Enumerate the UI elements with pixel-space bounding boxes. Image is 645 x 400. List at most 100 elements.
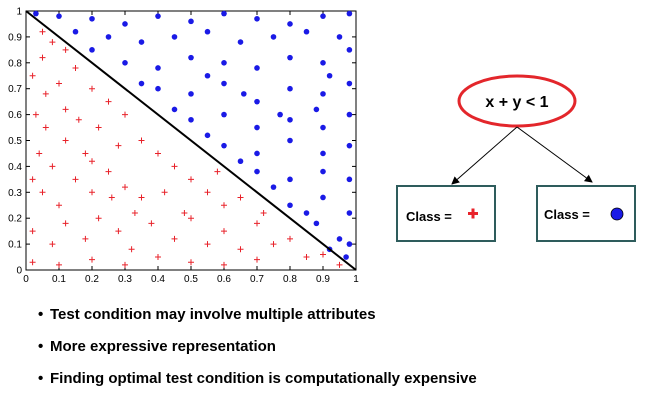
circle-point xyxy=(346,47,353,53)
plus-point xyxy=(320,251,326,258)
bullet-list: • Test condition may involve multiple att… xyxy=(38,302,477,398)
circle-point xyxy=(346,80,353,87)
plus-point xyxy=(72,176,79,183)
plus-point xyxy=(138,194,145,201)
y-tick-label: 0.7 xyxy=(8,84,22,95)
plus-point xyxy=(89,189,95,196)
circle-point xyxy=(254,15,260,22)
plus-point xyxy=(49,163,56,170)
x-tick-label: 0.8 xyxy=(283,274,297,285)
circle-point xyxy=(313,106,320,113)
y-tick-label: 0.1 xyxy=(8,240,22,251)
plus-point xyxy=(303,254,310,261)
x-tick-label: 0.4 xyxy=(151,274,165,285)
x-tick-label: 0.5 xyxy=(184,274,198,285)
circle-point xyxy=(287,116,293,123)
circle-point xyxy=(287,137,293,144)
circle-point xyxy=(56,13,62,19)
plus-point xyxy=(115,228,122,235)
circle-point xyxy=(138,39,145,45)
circle-point xyxy=(33,10,39,17)
circle-point xyxy=(237,158,244,165)
circle-point xyxy=(320,124,326,131)
y-tick-label: 0.2 xyxy=(8,214,22,225)
circle-icon xyxy=(610,207,624,221)
plus-point xyxy=(148,220,155,227)
plus-point xyxy=(171,163,178,170)
plus-point xyxy=(237,246,244,253)
plus-point xyxy=(221,228,227,235)
circle-point xyxy=(320,150,326,157)
plus-point xyxy=(287,235,293,242)
circle-point xyxy=(155,13,161,19)
plus-point xyxy=(155,254,161,261)
plus-point xyxy=(188,176,194,183)
circle-point xyxy=(241,91,247,97)
plus-point xyxy=(49,39,56,46)
plus-point xyxy=(29,228,36,235)
circle-point xyxy=(320,194,326,201)
x-tick-label: 0.3 xyxy=(118,274,132,285)
plus-point xyxy=(29,176,36,183)
plus-point xyxy=(62,220,69,227)
circle-point xyxy=(346,142,353,149)
x-tick-label: 0.2 xyxy=(85,274,99,285)
circle-point xyxy=(171,106,178,113)
y-tick-label: 0 xyxy=(16,266,22,277)
circle-point xyxy=(204,72,211,79)
plus-point xyxy=(95,124,102,131)
circle-point xyxy=(122,60,128,66)
plus-point xyxy=(237,194,244,201)
circle-point xyxy=(320,91,326,97)
plus-point xyxy=(95,215,102,222)
plus-point xyxy=(336,261,343,268)
plus-point xyxy=(260,210,267,217)
plus-point xyxy=(32,111,39,118)
plus-point xyxy=(138,137,145,144)
plus-point xyxy=(89,256,95,263)
circle-point xyxy=(313,220,320,227)
circle-point xyxy=(138,80,145,87)
circle-point xyxy=(204,132,211,139)
plus-point xyxy=(42,124,49,131)
x-tick-label: 0.6 xyxy=(217,274,231,285)
plus-point xyxy=(214,168,221,175)
right-leaf-label: Class = xyxy=(544,207,590,222)
circle-point xyxy=(188,91,194,97)
plus-point xyxy=(56,80,62,87)
plus-point xyxy=(188,215,194,222)
circle-point xyxy=(254,65,260,71)
x-tick-label: 0 xyxy=(23,274,29,285)
plus-point xyxy=(42,90,49,97)
y-tick-label: 0.8 xyxy=(8,58,22,69)
plus-point xyxy=(108,194,115,201)
circle-point xyxy=(346,241,353,247)
plus-points xyxy=(29,28,343,268)
plus-point xyxy=(82,150,89,157)
root-node xyxy=(457,74,577,128)
plus-point xyxy=(72,64,79,71)
circle-point xyxy=(89,15,95,22)
circle-point xyxy=(320,168,326,175)
plus-point xyxy=(36,150,43,157)
plus-point xyxy=(39,54,46,61)
circle-point xyxy=(287,21,293,27)
plus-point xyxy=(62,106,69,113)
left-leaf-label: Class = xyxy=(406,209,452,224)
y-tick-label: 0.6 xyxy=(8,110,22,121)
plus-icon xyxy=(468,208,478,219)
plus-point xyxy=(155,150,161,157)
circle-point xyxy=(237,39,244,45)
axis-ticks: 0 0.1 0.2 0.3 0.4 0.5 0.6 0.7 0.8 0.9 1 0 0.1 0.2 0.3 0… xyxy=(8,7,359,286)
root-node-label: x + y < 1 xyxy=(485,94,548,111)
plus-point xyxy=(56,202,62,209)
plus-point xyxy=(89,158,95,165)
circle-point xyxy=(221,60,227,66)
circle-point xyxy=(254,150,260,157)
left-leaf-node xyxy=(396,185,496,242)
circle-point xyxy=(346,111,353,118)
bullet-item: • Finding optimal test condition is compu… xyxy=(38,370,477,387)
circle-point xyxy=(326,72,333,79)
circle-point xyxy=(105,34,112,40)
bullet-item: • Test condition may involve multiple att… xyxy=(38,306,376,323)
